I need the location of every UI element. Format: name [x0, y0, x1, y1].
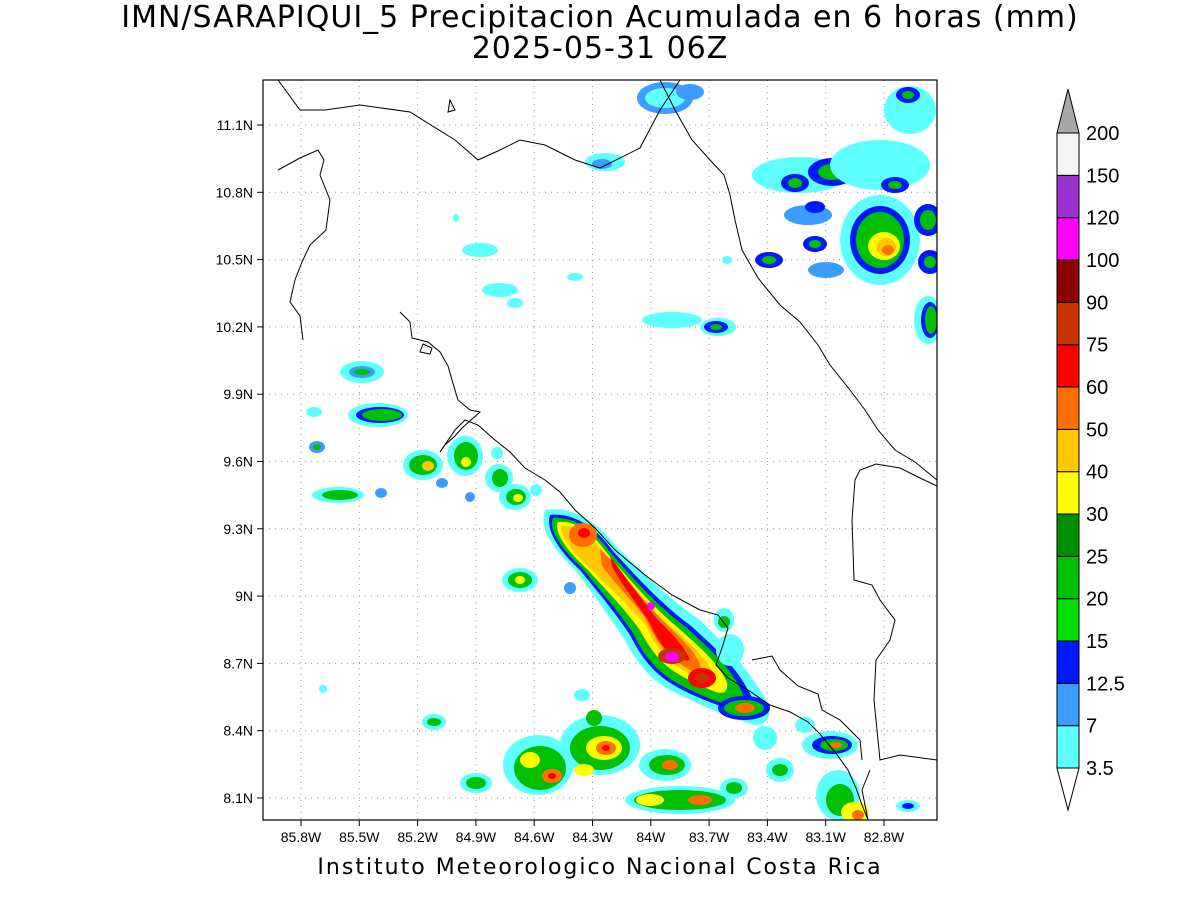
colorbar-label: 15 — [1086, 631, 1108, 653]
colorbar-label: 20 — [1086, 589, 1108, 611]
colorbar-max-arrow — [1056, 88, 1080, 134]
colorbar-label: 50 — [1086, 419, 1108, 441]
coastlines-and-borders — [277, 80, 937, 820]
nicaragua-coast-north — [277, 80, 681, 169]
rain-cluster-northwest-coast — [306, 361, 542, 510]
lon-tick-label: 84W — [636, 829, 666, 845]
osa-peninsula — [861, 769, 871, 820]
latitude-labels: 11.1N 10.8N 10.5N 10.2N 9.9N 9.6N 9.3N 9N 8.7N 8.… — [216, 117, 263, 806]
plot-frame — [262, 79, 938, 821]
lat-tick-label: 10.2N — [216, 319, 253, 335]
colorbar-label: 25 — [1086, 546, 1108, 568]
colorbar-label: 100 — [1086, 250, 1119, 272]
lat-tick-label: 11.1N — [217, 117, 253, 133]
colorbar-label: 7 — [1086, 716, 1097, 738]
colorbar-swatch — [1056, 640, 1080, 684]
colorbar-swatch — [1056, 301, 1080, 346]
longitude-labels: 85.8W 85.5W 85.2W 84.9W 84.6W 84.3W 84W 83.7W 83… — [281, 820, 905, 845]
pacific-coast — [439, 419, 869, 820]
lat-tick-label: 9.3N — [223, 521, 253, 537]
colorbar-label: 30 — [1086, 504, 1108, 526]
colorbar-label: 40 — [1086, 462, 1108, 484]
lon-tick-label: 82.8W — [864, 829, 905, 845]
lat-tick-label: 10.5N — [216, 252, 253, 268]
colorbar-label: 90 — [1086, 292, 1108, 314]
lon-tick-label: 85.2W — [397, 829, 438, 845]
lat-tick-label: 8.7N — [223, 655, 253, 671]
colorbar: 3.5 7 12.5 15 20 25 30 40 50 60 75 90 100 120 150 200 — [1056, 88, 1125, 812]
lat-tick-label: 8.4N — [223, 723, 253, 739]
colorbar-swatch — [1056, 555, 1080, 600]
caribbean-coast — [659, 80, 937, 481]
colorbar-label: 200 — [1086, 123, 1119, 145]
nicoya-peninsula — [399, 311, 482, 453]
colorbar-swatch — [1056, 174, 1080, 219]
colorbar-swatch — [1056, 344, 1080, 388]
colorbar-label: 3.5 — [1086, 758, 1114, 780]
lat-tick-label: 9.9N — [223, 386, 253, 402]
colorbar-swatch — [1056, 598, 1080, 642]
colorbar-swatch — [1056, 513, 1080, 557]
colorbar-min-arrow — [1056, 767, 1080, 812]
colorbar-swatch — [1056, 682, 1080, 727]
panama-border — [751, 655, 863, 761]
lat-tick-label: 9.6N — [223, 454, 253, 470]
lon-tick-label: 83.4W — [747, 829, 788, 845]
lat-tick-label: 9N — [235, 588, 253, 604]
colorbar-label: 60 — [1086, 377, 1108, 399]
nicoya-gulf-island — [419, 343, 433, 355]
golfito-coast — [854, 463, 937, 487]
lon-tick-label: 83.1W — [805, 829, 846, 845]
colorbar-label: 120 — [1086, 208, 1119, 230]
lat-tick-label: 10.8N — [216, 184, 253, 200]
plot-area — [263, 80, 937, 820]
lake-nicaragua-islet — [447, 98, 456, 113]
east-panama-coast — [851, 479, 937, 761]
title-line-1: IMN/SARAPIQUI_5 Precipitacion Acumulada … — [121, 0, 1079, 35]
lat-tick-label: 8.1N — [223, 790, 253, 806]
colorbar-label: 12.5 — [1086, 673, 1125, 695]
colorbar-swatch — [1056, 259, 1080, 303]
lon-tick-label: 84.9W — [456, 829, 497, 845]
nicaragua-costa-rica-border — [277, 149, 331, 341]
lon-tick-label: 84.3W — [572, 829, 613, 845]
colorbar-swatch — [1056, 217, 1080, 261]
title-line-2: 2025-05-31 06Z — [471, 31, 729, 66]
footer-credit: Instituto Meteorologico Nacional Costa R… — [317, 855, 883, 880]
rain-cluster-south-offshore — [422, 689, 748, 814]
colorbar-label: 75 — [1086, 335, 1108, 357]
lon-tick-label: 83.7W — [689, 829, 730, 845]
colorbar-swatch — [1056, 386, 1080, 430]
lon-tick-label: 84.6W — [514, 829, 555, 845]
colorbar-label: 150 — [1086, 165, 1119, 187]
lon-tick-label: 85.5W — [339, 829, 380, 845]
rain-cluster-southeast — [795, 717, 920, 820]
rain-cluster-caribbean — [319, 82, 937, 693]
map-title: IMN/SARAPIQUI_5 Precipitacion Acumulada … — [0, 2, 1200, 64]
colorbar-swatch — [1056, 471, 1080, 515]
colorbar-swatch — [1056, 428, 1080, 473]
colorbar-swatch — [1056, 725, 1080, 769]
lon-tick-label: 85.8W — [281, 829, 322, 845]
rain-band-pacific-slope — [502, 509, 794, 782]
colorbar-swatch — [1056, 132, 1080, 176]
